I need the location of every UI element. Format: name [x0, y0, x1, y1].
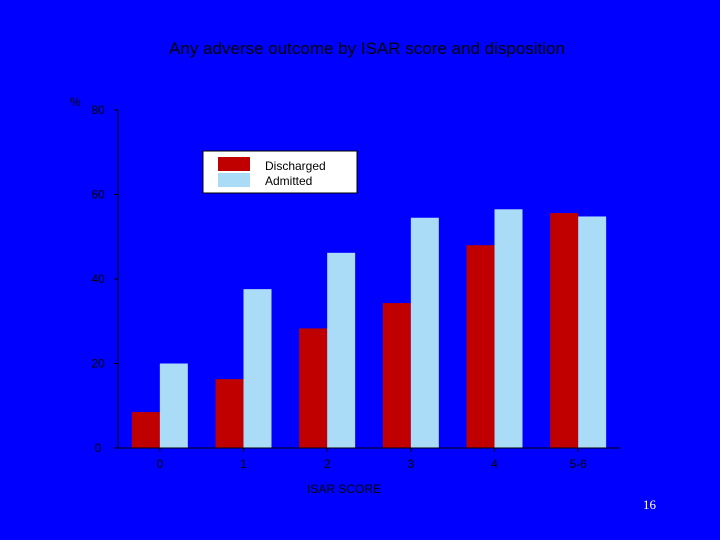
y-tick-label: 0: [95, 441, 102, 455]
y-tick-label: 40: [91, 272, 105, 286]
legend-label-admitted: Admitted: [265, 174, 312, 188]
y-ticks-group: 0 20 40 60 80: [91, 103, 118, 455]
y-axis-label: %: [70, 95, 81, 109]
axes-group: [117, 110, 620, 449]
legend: Discharged Admitted: [202, 150, 358, 194]
legend-swatch-admitted: [218, 173, 250, 187]
x-tick-label: 0: [156, 457, 163, 471]
bar-discharged-1: [215, 379, 244, 448]
page-number: 16: [643, 497, 656, 512]
y-tick-label: 20: [91, 357, 105, 371]
x-tick-label: 2: [324, 457, 331, 471]
legend-label-discharged: Discharged: [265, 159, 326, 173]
bar-admitted-1: [243, 289, 272, 448]
chart-title: Any adverse outcome by ISAR score and di…: [169, 39, 565, 58]
y-tick-label: 60: [91, 188, 105, 202]
x-tick-label: 4: [491, 457, 498, 471]
bars-group: [131, 209, 607, 448]
x-ticks-group: 0 1 2 3 4 5-6: [156, 448, 587, 471]
x-tick-label: 1: [240, 457, 247, 471]
bar-admitted-5-6: [578, 216, 607, 448]
bar-discharged-4: [466, 245, 495, 448]
bar-admitted-2: [327, 252, 356, 448]
x-axis-label: ISAR SCORE: [307, 482, 381, 496]
x-tick-label: 5-6: [569, 457, 587, 471]
bar-discharged-5-6: [550, 213, 579, 448]
x-tick-label: 3: [407, 457, 414, 471]
bar-admitted-4: [494, 209, 523, 448]
bar-admitted-3: [410, 217, 439, 448]
y-tick-label: 80: [91, 103, 105, 117]
bar-discharged-0: [131, 412, 160, 448]
bar-admitted-0: [159, 363, 188, 448]
legend-swatch-discharged: [218, 157, 250, 171]
bar-discharged-2: [299, 328, 328, 448]
bar-discharged-3: [382, 303, 411, 448]
